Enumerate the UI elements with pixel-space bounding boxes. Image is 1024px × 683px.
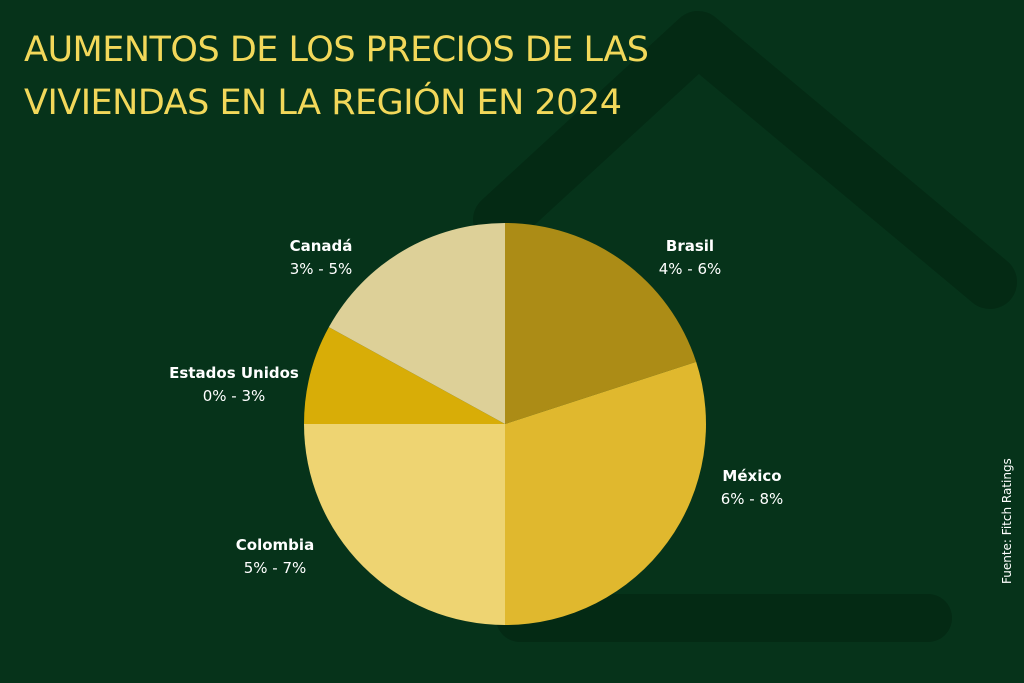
source-credit: Fuente: Fitch Ratings xyxy=(1000,458,1014,584)
slice-label-name: Estados Unidos xyxy=(169,364,299,382)
slice-label-name: Brasil xyxy=(665,237,715,255)
slice-label-canada: Canadá 3% - 5% xyxy=(290,235,353,281)
slice-label-range: 5% - 7% xyxy=(243,559,307,577)
house-roof-line xyxy=(473,11,1017,309)
title-line-1: AUMENTOS DE LOS PRECIOS DE LAS xyxy=(24,30,649,70)
slice-label-mexico: México 6% - 8% xyxy=(721,465,784,511)
slice-label-range: 4% - 6% xyxy=(658,260,722,278)
slice-label-name: Colombia xyxy=(235,536,315,554)
chart-title: AUMENTOS DE LOS PRECIOS DE LAS VIVIENDAS… xyxy=(24,24,649,130)
pie-slice-colombia xyxy=(304,424,505,625)
slice-label-range: 0% - 3% xyxy=(202,387,266,405)
title-line-2: VIVIENDAS EN LA REGIÓN EN 2024 xyxy=(24,83,622,123)
slice-label-range: 6% - 8% xyxy=(720,490,784,508)
slice-label-name: Canadá xyxy=(289,237,353,255)
pie-slice-estados-unidos xyxy=(304,327,505,424)
pie-slice-canada xyxy=(328,223,505,424)
pie-slice-brasil xyxy=(505,223,697,424)
slice-label-brasil: Brasil 4% - 6% xyxy=(659,235,722,281)
slice-label-range: 3% - 5% xyxy=(289,260,353,278)
slice-label-estados-unidos: Estados Unidos 0% - 3% xyxy=(169,362,299,408)
slice-label-colombia: Colombia 5% - 7% xyxy=(236,534,314,580)
pie-slice-mexico xyxy=(505,361,706,625)
slice-label-name: México xyxy=(722,467,782,485)
